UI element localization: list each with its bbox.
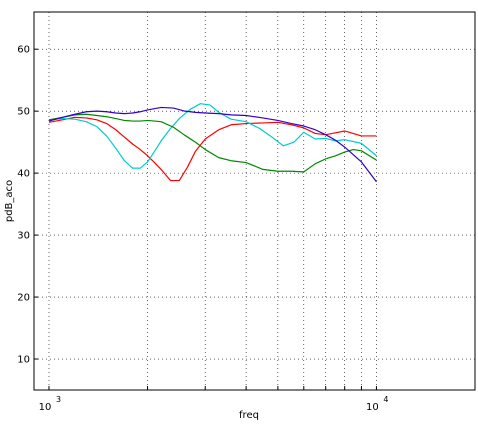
series-line-4	[48, 106, 377, 183]
x-tick-label: 10	[366, 402, 379, 413]
series-line-2	[48, 103, 377, 169]
y-tick-label: 60	[17, 45, 30, 56]
y-tick-label: 10	[17, 355, 30, 366]
plot-background	[34, 12, 475, 390]
x-axis-label: freq	[239, 410, 259, 421]
plot-frame	[33, 11, 476, 391]
y-tick-label: 40	[17, 169, 30, 180]
series-layer	[48, 103, 377, 183]
y-axis-label: pdB_aco	[4, 180, 15, 222]
x-tick-exponent: 3	[56, 395, 61, 404]
series-line-3	[48, 113, 377, 173]
x-tick-label: 10	[39, 402, 52, 413]
y-tick-label: 50	[17, 107, 30, 118]
series-line-1	[48, 116, 377, 182]
y-tick-label: 30	[17, 231, 30, 242]
axis-ticks: 10 20 30 40 50 60 10 3 10 4	[17, 45, 476, 413]
y-tick-label: 20	[17, 293, 30, 304]
x-tick-exponent: 4	[383, 395, 388, 404]
grid	[34, 12, 476, 390]
